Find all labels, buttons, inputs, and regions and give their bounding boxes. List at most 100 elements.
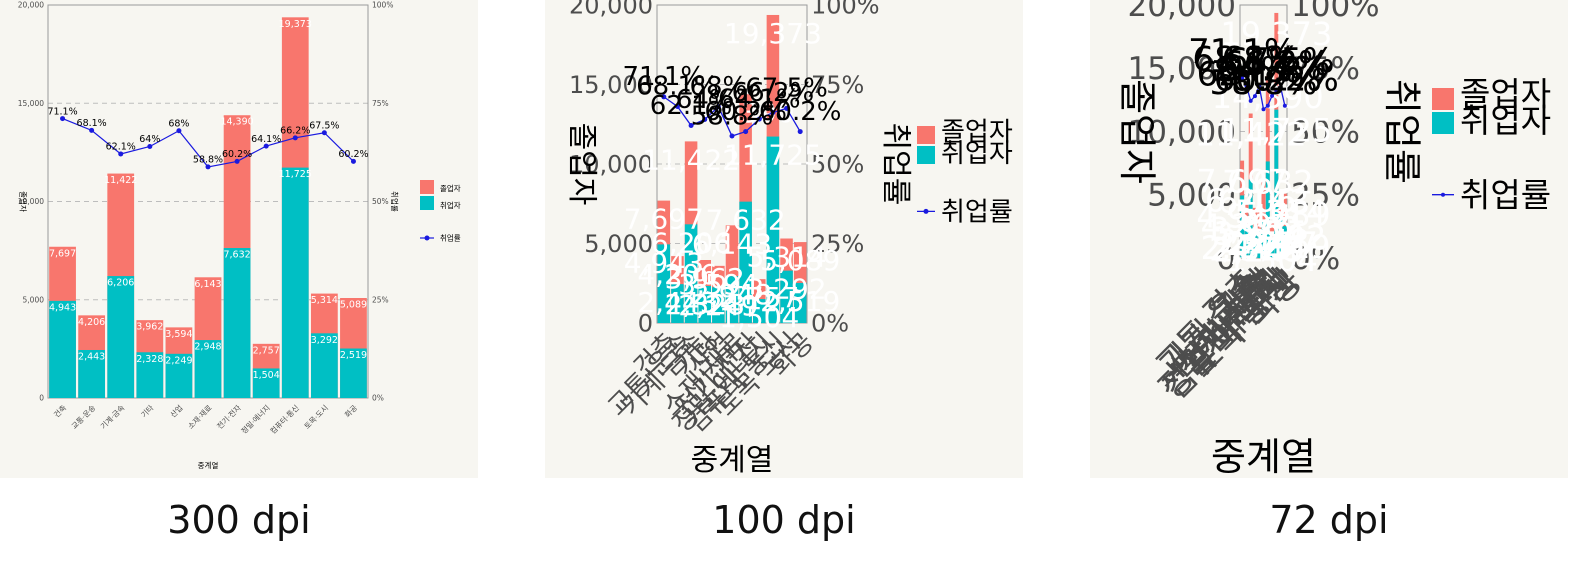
legend-swatch-rate-point (923, 208, 929, 214)
rate-label: 68.1% (1192, 39, 1300, 79)
bar-employed (1265, 161, 1270, 258)
data-label-graduates: 14,390 (220, 117, 253, 128)
bar-employed (49, 300, 76, 398)
y-axis-title: 졸업자 (564, 123, 599, 206)
bar-employed (793, 282, 807, 323)
rate-label: 68% (1221, 40, 1297, 80)
rate-point (176, 128, 182, 134)
rate-point (1270, 93, 1275, 98)
data-label-graduates: 3,962 (665, 262, 745, 295)
rate-label: 64.1% (251, 134, 281, 145)
rate-label: 67.5% (309, 120, 339, 131)
y-tick-label: 5,000 (584, 230, 653, 258)
data-label-employed: 2,443 (1201, 229, 1293, 267)
data-label-graduates: 6,143 (1218, 182, 1310, 220)
y-tick-label: 20,000 (1128, 0, 1236, 24)
bar-employed (281, 167, 309, 398)
bar-employed (1240, 195, 1245, 258)
legend-swatch-graduates (917, 126, 935, 144)
rate-label: 71.1% (1188, 32, 1296, 72)
caption-300dpi: 300 dpi (167, 498, 311, 542)
rate-label: 60.2% (1231, 59, 1339, 99)
data-label-employed: 6,206 (651, 226, 731, 259)
rate-point (1265, 103, 1270, 108)
chart-300dpi: 0 5,000 10,000 15,000 20,000 0% 25% 50% 75% 100% 7… (18, 1, 461, 470)
rate-point (350, 158, 356, 164)
bar-employed (725, 276, 739, 323)
rate-label: 58.8% (193, 155, 223, 166)
chart-panel-300dpi: 0 5,000 10,000 15,000 20,000 0% 25% 50% 75% 100% 7… (0, 0, 478, 478)
rate-point (1252, 94, 1257, 99)
x-tick-label: 정밀·에너지 (239, 403, 272, 436)
rate-label: 64.1% (1218, 50, 1326, 90)
y2-tick-label: 25% (811, 230, 864, 258)
rate-point (1274, 88, 1279, 93)
rate-label: 64% (1217, 50, 1293, 90)
rate-point (715, 104, 721, 110)
rate-point (1261, 107, 1266, 112)
x-axis-title: 중계열 (198, 460, 219, 470)
y2-tick-label: 0% (1291, 241, 1340, 277)
legend-swatch-employed (917, 146, 935, 164)
x-axis-title: 중계열 (691, 443, 774, 478)
rate-point (674, 103, 680, 109)
data-label-employed: 4,943 (624, 246, 704, 279)
bar-employed (671, 284, 684, 323)
bar-employed (1274, 109, 1279, 259)
data-label-graduates: 7,697 (1196, 163, 1288, 201)
data-label-graduates: 4,206 (1201, 207, 1293, 245)
legend-label-rate: 취업률 (941, 198, 1013, 228)
rate-label: 64% (139, 134, 160, 145)
x-tick-label: 토목·도시 (302, 403, 330, 431)
legend-label-employed: 취업자 (1460, 101, 1551, 140)
rate-label: 66.2% (732, 78, 815, 108)
data-label-employed: 2,519 (340, 350, 367, 361)
bar-graduates (1261, 180, 1266, 258)
rate-label: 58.8% (1209, 63, 1317, 103)
x-tick-label: 교통·운송 (70, 403, 98, 431)
legend-swatch-graduates (420, 180, 434, 194)
y2-axis-title: 취업률 (878, 123, 913, 206)
data-label-graduates: 2,757 (1226, 225, 1318, 263)
bar-employed (1248, 179, 1253, 258)
data-label-employed: 2,519 (760, 285, 840, 318)
data-label-graduates: 19,373 (1220, 15, 1332, 53)
data-label-employed: 2,948 (1218, 223, 1310, 261)
rate-point (1282, 103, 1287, 108)
data-label-graduates: 5,089 (1239, 196, 1331, 234)
rate-label: 67.5% (1227, 41, 1335, 81)
data-label-graduates: 19,373 (724, 17, 822, 50)
rate-label: 58.8% (691, 101, 774, 131)
data-label-graduates: 11,422 (104, 175, 137, 186)
chart-100dpi: 0 5,000 10,000 15,000 20,000 0% 25% 50% 75% 100% 7… (564, 0, 1013, 478)
rate-point (205, 164, 211, 170)
y2-tick-label: 0% (811, 309, 849, 337)
y-tick-label: 0 (39, 394, 44, 403)
y2-tick-label: 100% (372, 1, 393, 10)
bar-employed (194, 340, 222, 398)
rate-label: 66.2% (280, 126, 310, 137)
bar-employed (1261, 220, 1266, 258)
bar-employed (310, 333, 338, 398)
rate-label: 67.5% (745, 74, 828, 104)
y2-axis-title: 취업률 (1380, 79, 1424, 184)
x-tick-label: 건축 (51, 403, 68, 420)
bar-employed (780, 270, 793, 323)
data-label-graduates: 11,422 (1195, 116, 1307, 154)
bar-employed (223, 248, 251, 398)
bar-employed (657, 244, 671, 323)
rate-label: 71.1% (623, 62, 706, 92)
data-label-employed: 2,249 (165, 355, 192, 366)
data-label-employed: 7,632 (706, 204, 786, 237)
data-label-employed: 2,519 (1239, 228, 1331, 266)
y2-tick-label: 75% (811, 71, 864, 99)
data-label-employed: 3,292 (1235, 218, 1327, 256)
data-label-graduates: 2,757 (719, 281, 799, 314)
legend-swatch-employed (1432, 112, 1454, 134)
rate-point (292, 135, 298, 141)
data-label-employed: 6,206 (107, 278, 134, 289)
y2-tick-label: 50% (372, 197, 389, 206)
legend-label-rate: 취업률 (440, 234, 461, 243)
data-label-graduates: 14,390 (1212, 78, 1324, 116)
rate-label: 71.1% (47, 106, 77, 117)
